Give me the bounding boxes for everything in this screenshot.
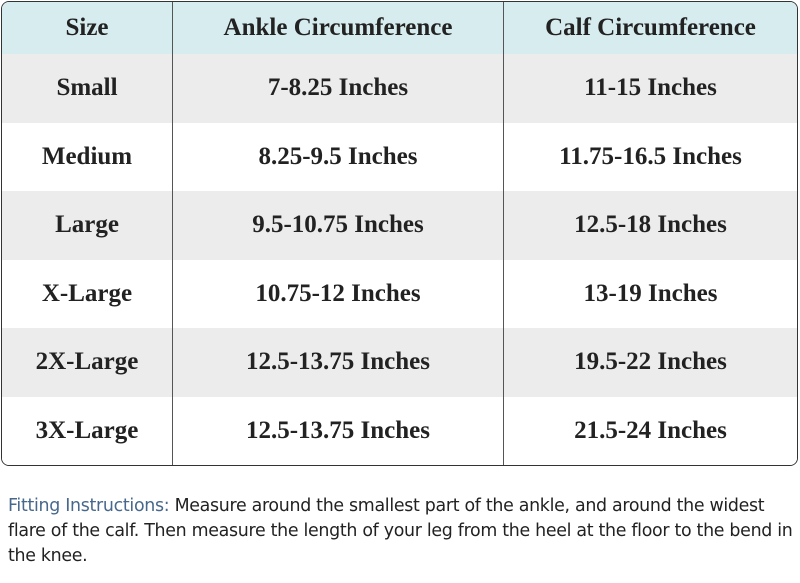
measure-cell: 9.5-10.75 Inches <box>172 191 503 260</box>
size-cell: 3X-Large <box>2 396 172 465</box>
measure-cell: 13-19 Inches <box>503 259 797 328</box>
header-row: Size Ankle Circumference Calf Circumferenc… <box>2 2 797 54</box>
measure-cell: 8.25-9.5 Inches <box>172 122 503 191</box>
measure-cell: 12.5-13.75 Inches <box>172 328 503 397</box>
size-cell: Large <box>2 191 172 260</box>
measure-cell: 7-8.25 Inches <box>172 54 503 123</box>
size-cell: Small <box>2 54 172 123</box>
measure-cell: 11-15 Inches <box>503 54 797 123</box>
measure-cell: 12.5-13.75 Inches <box>172 396 503 465</box>
measure-cell: 19.5-22 Inches <box>503 328 797 397</box>
instructions-label: Fitting Instructions: <box>8 496 170 516</box>
table-row: 3X-Large 12.5-13.75 Inches 21.5-24 Inches <box>2 396 797 465</box>
table-row: 2X-Large 12.5-13.75 Inches 19.5-22 Inches <box>2 328 797 397</box>
header-cell: Ankle Circumference <box>172 2 503 54</box>
size-cell: 2X-Large <box>2 328 172 397</box>
table-row: Medium 8.25-9.5 Inches 11.75-16.5 Inches <box>2 122 797 191</box>
measure-cell: 21.5-24 Inches <box>503 396 797 465</box>
fitting-instructions: Fitting Instructions: Measure around the… <box>8 494 798 569</box>
measure-cell: 12.5-18 Inches <box>503 191 797 260</box>
size-table: Size Ankle Circumference Calf Circumferenc… <box>1 1 798 466</box>
header-cell: Size <box>2 2 172 54</box>
table-row: X-Large 10.75-12 Inches 13-19 Inches <box>2 259 797 328</box>
size-cell: Medium <box>2 122 172 191</box>
table-row: Small 7-8.25 Inches 11-15 Inches <box>2 54 797 123</box>
instructions-text: Measure around the smallest part of the … <box>8 496 793 566</box>
measure-cell: 10.75-12 Inches <box>172 259 503 328</box>
table-body: Small 7-8.25 Inches 11-15 Inches Medium 8.25… <box>2 54 797 465</box>
header-cell: Calf Circumference <box>503 2 797 54</box>
size-cell: X-Large <box>2 259 172 328</box>
measure-cell: 11.75-16.5 Inches <box>503 122 797 191</box>
table-row: Large 9.5-10.75 Inches 12.5-18 Inches <box>2 191 797 260</box>
